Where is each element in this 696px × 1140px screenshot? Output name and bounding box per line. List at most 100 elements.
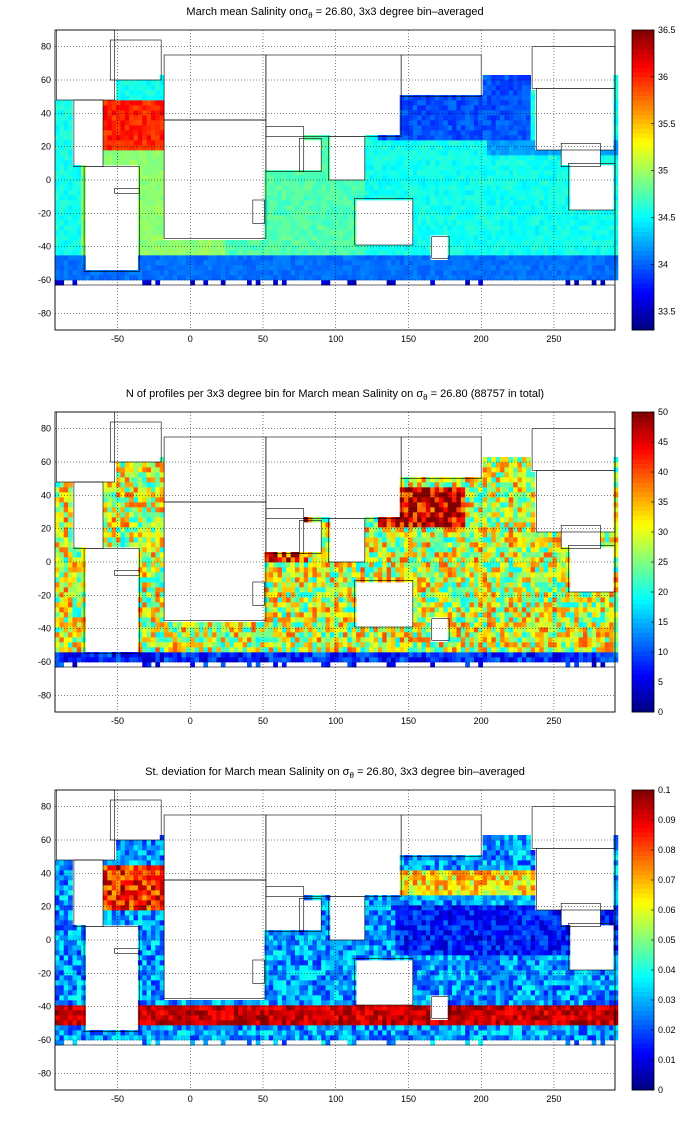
- heatmap-cell: [404, 547, 409, 553]
- heatmap-cell: [430, 602, 435, 608]
- heatmap-cell: [369, 517, 374, 523]
- heatmap-cell: [517, 175, 523, 181]
- heatmap-cell: [316, 557, 322, 563]
- heatmap-cell: [386, 632, 392, 638]
- heatmap-cell: [316, 517, 322, 523]
- heatmap-cell: [155, 95, 161, 101]
- heatmap-cell: [421, 552, 427, 558]
- heatmap-cell: [142, 95, 147, 101]
- heatmap-cell: [526, 205, 531, 211]
- heatmap-cell: [212, 637, 217, 643]
- heatmap-cell: [552, 255, 558, 261]
- heatmap-cell: [373, 250, 379, 256]
- heatmap-cell: [508, 150, 514, 156]
- heatmap-cell: [386, 155, 392, 161]
- heatmap-cell: [129, 80, 134, 86]
- heatmap-cell: [412, 582, 418, 588]
- heatmap-cell: [76, 245, 82, 251]
- heatmap-cell: [159, 632, 165, 638]
- heatmap-cell: [247, 622, 252, 628]
- heatmap-cell: [321, 617, 326, 623]
- heatmap-cell: [482, 255, 488, 261]
- heatmap-cell: [177, 275, 182, 281]
- heatmap-cell: [487, 120, 492, 126]
- heatmap-cell: [491, 115, 497, 121]
- heatmap-cell: [63, 225, 69, 231]
- heatmap-cell: [185, 255, 191, 261]
- heatmap-cell: [220, 642, 226, 648]
- heatmap-cell: [347, 225, 353, 231]
- heatmap-cell: [268, 617, 274, 623]
- heatmap-cell: [264, 657, 270, 663]
- heatmap-cell: [521, 245, 527, 251]
- x-tick-label: -50: [111, 334, 124, 344]
- heatmap-cell: [129, 527, 134, 533]
- heatmap-cell: [194, 637, 200, 643]
- heatmap-cell: [338, 235, 344, 241]
- heatmap-cell: [216, 260, 222, 266]
- heatmap-cell: [247, 662, 252, 668]
- heatmap-cell: [334, 230, 339, 236]
- heatmap-cell: [225, 240, 230, 246]
- heatmap-cell: [321, 612, 326, 618]
- heatmap-cell: [233, 270, 239, 276]
- heatmap-cell: [181, 260, 187, 266]
- heatmap-cell: [478, 125, 483, 131]
- heatmap-cell: [530, 95, 536, 101]
- heatmap-cell: [382, 175, 387, 181]
- heatmap-cell: [76, 557, 82, 563]
- heatmap-cell: [412, 195, 418, 201]
- heatmap-cell: [399, 140, 405, 146]
- heatmap-cell: [417, 125, 422, 131]
- heatmap-cell: [591, 280, 597, 286]
- heatmap-cell: [194, 240, 200, 246]
- heatmap-cell: [159, 105, 165, 111]
- heatmap-cell: [578, 260, 584, 266]
- heatmap-cell: [116, 657, 121, 663]
- heatmap-cell: [68, 587, 73, 593]
- heatmap-cell: [382, 542, 387, 548]
- heatmap-cell: [430, 185, 435, 191]
- heatmap-cell: [517, 125, 523, 131]
- heatmap-cell: [72, 265, 78, 271]
- heatmap-cell: [495, 110, 501, 116]
- heatmap-cell: [312, 577, 318, 583]
- heatmap-cell: [124, 512, 130, 518]
- heatmap-cell: [124, 517, 130, 523]
- heatmap-cell: [181, 250, 187, 256]
- heatmap-cell: [220, 637, 226, 643]
- heatmap-cell: [142, 587, 147, 593]
- heatmap-cell: [338, 220, 344, 226]
- heatmap-cell: [412, 577, 418, 583]
- heatmap-cell: [482, 100, 488, 106]
- heatmap-cell: [360, 270, 366, 276]
- heatmap-cell: [151, 145, 156, 151]
- heatmap-cell: [63, 537, 69, 543]
- heatmap-cell: [268, 265, 274, 271]
- heatmap-cell: [386, 255, 392, 261]
- heatmap-cell: [351, 577, 357, 583]
- heatmap-cell: [151, 110, 156, 116]
- heatmap-cell: [404, 270, 409, 276]
- heatmap-cell: [504, 200, 510, 206]
- heatmap-cell: [111, 135, 117, 141]
- heatmap-cell: [391, 155, 396, 161]
- heatmap-cell: [526, 120, 531, 126]
- heatmap-cell: [408, 477, 414, 483]
- heatmap-cell: [137, 200, 143, 206]
- heatmap-cell: [199, 637, 204, 643]
- heatmap-cell: [434, 115, 440, 121]
- heatmap-cell: [373, 160, 379, 166]
- heatmap-cell: [412, 492, 418, 498]
- heatmap-cell: [63, 652, 69, 658]
- heatmap-cell: [530, 150, 536, 156]
- heatmap-cell: [565, 250, 571, 256]
- heatmap-cell: [439, 587, 444, 593]
- heatmap-cell: [504, 270, 510, 276]
- heatmap-cell: [421, 155, 427, 161]
- heatmap-cell: [574, 225, 579, 231]
- heatmap-cell: [412, 532, 418, 538]
- heatmap-cell: [391, 135, 396, 141]
- heatmap-cell: [517, 270, 523, 276]
- heatmap-cell: [487, 250, 492, 256]
